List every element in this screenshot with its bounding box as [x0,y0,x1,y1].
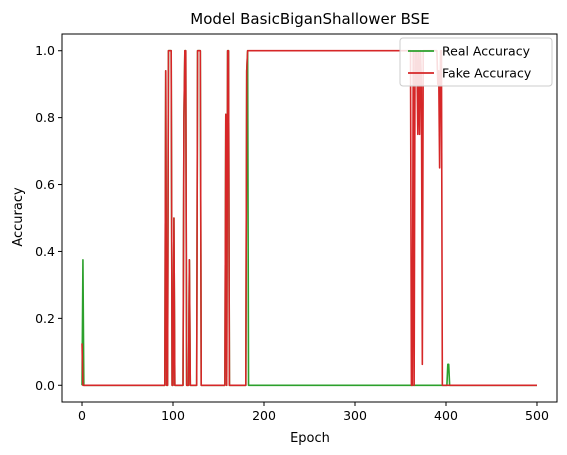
legend: Real Accuracy Fake Accuracy [399,37,553,87]
y-tick-label: 0.2 [35,311,55,326]
y-axis-label: Accuracy [11,187,26,247]
plot-frame [61,33,558,403]
chart-title: Model BasicBiganShallower BSE [190,10,429,28]
legend-label-fake-accuracy: Fake Accuracy [442,66,532,81]
y-tick-label: 0.8 [35,110,55,125]
plot-area [62,34,557,402]
legend-box [399,37,553,87]
x-tick-label: 300 [343,408,367,423]
legend-label-real-accuracy: Real Accuracy [442,44,531,59]
x-axis-label: Epoch [290,431,330,446]
y-tick-label: 0.0 [35,378,55,393]
x-tick-label: 100 [161,408,185,423]
x-tick-label: 0 [78,408,86,423]
x-tick-label: 500 [525,408,549,423]
x-tick-label: 200 [252,408,276,423]
y-axis-ticks: 0.0 0.2 0.4 0.6 0.8 1.0 [35,43,62,393]
y-tick-label: 0.6 [35,177,55,192]
x-axis-ticks: 0 100 200 300 400 500 [78,402,549,423]
x-tick-label: 400 [434,408,458,423]
y-tick-label: 1.0 [35,43,55,58]
y-tick-label: 0.4 [35,244,55,259]
